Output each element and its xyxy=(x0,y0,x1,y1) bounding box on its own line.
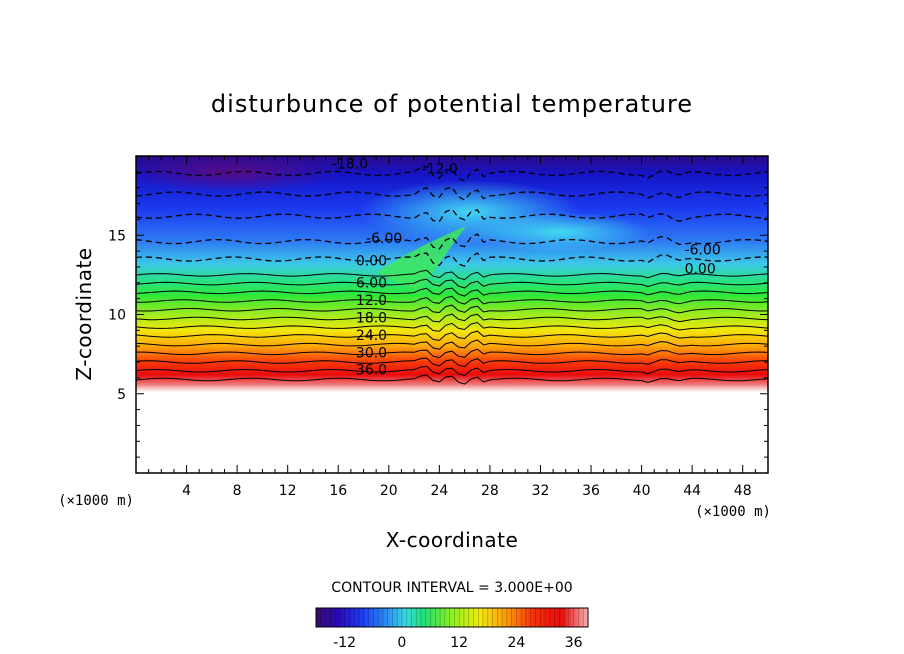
contour-line xyxy=(136,374,768,385)
colorbar-frame xyxy=(315,607,589,628)
x-unit-left: (×1000 m) xyxy=(58,493,134,509)
contour-interval-label: CONTOUR INTERVAL = 3.000E+00 xyxy=(331,580,572,596)
chart-title: disturbunce of potential temperature xyxy=(211,90,693,118)
y-tick-label: 15 xyxy=(108,228,126,244)
contour-line xyxy=(136,165,768,182)
x-tick-label: 20 xyxy=(380,483,398,499)
cold-anomaly xyxy=(136,156,340,192)
colorbar-tick-label: 24 xyxy=(508,635,526,651)
y-axis: 5 10 15 xyxy=(108,171,768,458)
x-axis: 4 8 12 16 20 24 28 32 36 40 44 48 xyxy=(148,156,756,499)
contour-label: 0.00 xyxy=(356,253,387,269)
contour-line xyxy=(136,357,768,368)
contour-label: 24.0 xyxy=(356,328,387,344)
contour-label: 36.0 xyxy=(356,363,387,379)
x-tick-label: 32 xyxy=(532,483,550,499)
colorbar-tick-label: -12 xyxy=(333,635,356,651)
contour-line xyxy=(136,365,768,377)
contour-line xyxy=(136,348,768,359)
contour-line xyxy=(136,295,768,305)
contour-label: 0.00 xyxy=(685,261,716,277)
contour-line xyxy=(136,330,768,341)
x-tick-label: 4 xyxy=(182,483,191,499)
contour-line xyxy=(136,304,768,314)
x-tick-label: 40 xyxy=(633,483,651,499)
colorbar-ticks: -12 0 12 24 36 xyxy=(333,635,582,651)
y-tick-label: 10 xyxy=(108,308,126,324)
x-tick-label: 16 xyxy=(329,483,347,499)
x-tick-label: 36 xyxy=(582,483,600,499)
colorbar-tick-label: 0 xyxy=(397,635,406,651)
x-tick-label: 12 xyxy=(279,483,297,499)
contour-line xyxy=(136,321,768,332)
contour-labels: -18.0 -12.0 -6.00 0.00 -6.00 0.00 6.0012.018.0… xyxy=(332,157,721,379)
contour-line xyxy=(136,339,768,350)
contour-line xyxy=(136,278,768,289)
contour-line xyxy=(136,313,768,323)
contour-line xyxy=(136,186,768,201)
contour-label: 18.0 xyxy=(356,310,387,326)
contour-label: -6.00 xyxy=(366,231,402,247)
contour-label: -12.0 xyxy=(422,161,458,177)
green-plume xyxy=(378,226,466,290)
x-tick-label: 8 xyxy=(233,483,242,499)
contour-label: 30.0 xyxy=(356,345,387,361)
x-tick-label: 24 xyxy=(430,483,448,499)
y-axis-title: Z-coordinate xyxy=(72,247,96,380)
colorbar-gradient xyxy=(316,608,588,627)
contour-label: -18.0 xyxy=(332,157,368,173)
x-tick-label: 28 xyxy=(481,483,499,499)
x-tick-label: 48 xyxy=(734,483,752,499)
contour-label: 6.00 xyxy=(356,276,387,292)
cyan-anomaly xyxy=(470,212,650,252)
x-unit-right: (×1000 m) xyxy=(695,504,771,520)
contour-line xyxy=(136,252,768,267)
contour-lines xyxy=(136,165,768,385)
contour-label: 12.0 xyxy=(356,293,387,309)
contour-label: -6.00 xyxy=(685,242,721,258)
y-tick-label: 5 xyxy=(117,387,126,403)
colorbar-steps xyxy=(315,608,589,627)
colorbar-tick-label: 12 xyxy=(450,635,468,651)
contour-line xyxy=(136,208,768,223)
contour-line xyxy=(136,287,768,297)
contour-line xyxy=(136,233,768,250)
colorbar: -12 0 12 24 36 xyxy=(315,607,589,651)
x-axis-title: X-coordinate xyxy=(386,528,519,552)
plot-area xyxy=(136,156,768,473)
contour-line xyxy=(136,269,768,281)
x-tick-label: 44 xyxy=(683,483,701,499)
colorbar-tick-label: 36 xyxy=(565,635,583,651)
